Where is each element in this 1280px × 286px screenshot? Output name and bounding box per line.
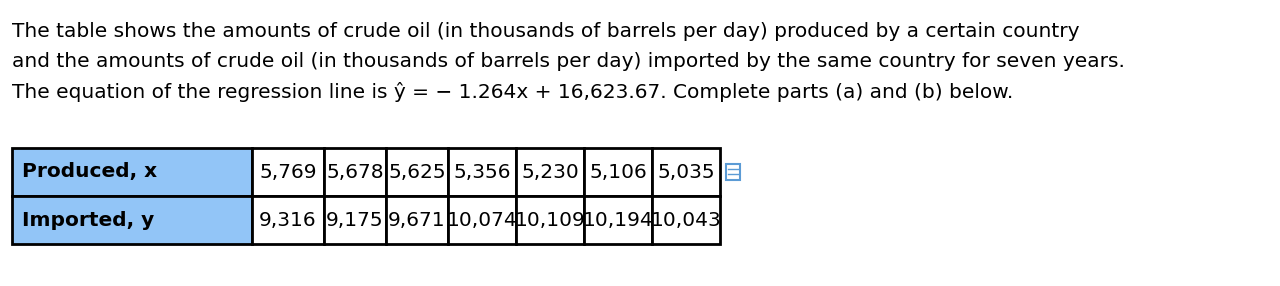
- Text: 9,175: 9,175: [326, 210, 384, 229]
- Text: 5,625: 5,625: [388, 162, 445, 182]
- Bar: [516, 148, 584, 196]
- FancyBboxPatch shape: [726, 164, 740, 180]
- Bar: [12, 148, 252, 196]
- Bar: [448, 148, 516, 196]
- Bar: [252, 148, 324, 196]
- Bar: [387, 148, 448, 196]
- Bar: [252, 196, 324, 244]
- Bar: [324, 148, 387, 196]
- Text: 5,678: 5,678: [326, 162, 384, 182]
- Bar: [652, 196, 719, 244]
- Bar: [516, 196, 584, 244]
- Bar: [387, 196, 448, 244]
- Text: 5,769: 5,769: [260, 162, 316, 182]
- Text: 9,316: 9,316: [259, 210, 317, 229]
- Text: The equation of the regression line is ŷ = − 1.264x + 16,623.67. Complete parts : The equation of the regression line is ŷ…: [12, 82, 1014, 102]
- Text: 5,230: 5,230: [521, 162, 579, 182]
- Bar: [652, 148, 719, 196]
- Text: 10,074: 10,074: [447, 210, 517, 229]
- Text: 5,356: 5,356: [453, 162, 511, 182]
- Text: and the amounts of crude oil (in thousands of barrels per day) imported by the s: and the amounts of crude oil (in thousan…: [12, 52, 1125, 71]
- Bar: [584, 148, 652, 196]
- Text: Imported, y: Imported, y: [22, 210, 155, 229]
- Bar: [324, 196, 387, 244]
- Bar: [448, 196, 516, 244]
- Bar: [584, 196, 652, 244]
- Text: 5,035: 5,035: [657, 162, 714, 182]
- Text: 5,106: 5,106: [589, 162, 646, 182]
- Text: 10,109: 10,109: [515, 210, 585, 229]
- Text: 10,043: 10,043: [650, 210, 722, 229]
- Text: The table shows the amounts of crude oil (in thousands of barrels per day) produ: The table shows the amounts of crude oil…: [12, 22, 1079, 41]
- Text: 10,194: 10,194: [582, 210, 653, 229]
- Bar: [12, 196, 252, 244]
- Text: Produced, x: Produced, x: [22, 162, 157, 182]
- Text: 9,671: 9,671: [388, 210, 445, 229]
